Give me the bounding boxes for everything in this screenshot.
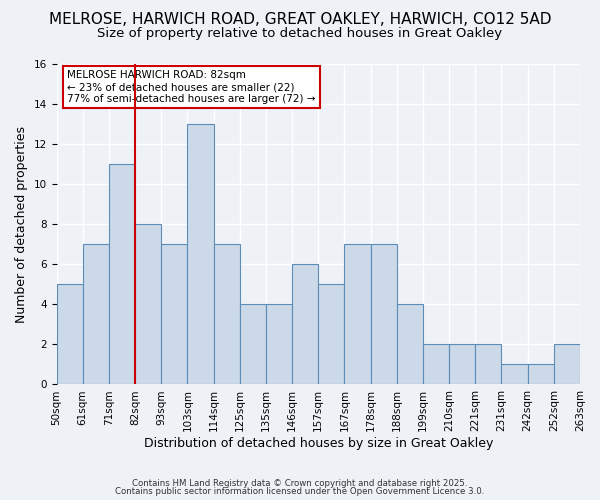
Bar <box>109 164 135 384</box>
Bar <box>475 344 502 385</box>
Bar <box>240 304 266 384</box>
Bar <box>527 364 554 384</box>
Text: MELROSE, HARWICH ROAD, GREAT OAKLEY, HARWICH, CO12 5AD: MELROSE, HARWICH ROAD, GREAT OAKLEY, HAR… <box>49 12 551 28</box>
Bar <box>161 244 187 384</box>
Y-axis label: Number of detached properties: Number of detached properties <box>15 126 28 322</box>
Bar <box>214 244 240 384</box>
Text: Size of property relative to detached houses in Great Oakley: Size of property relative to detached ho… <box>97 28 503 40</box>
X-axis label: Distribution of detached houses by size in Great Oakley: Distribution of detached houses by size … <box>143 437 493 450</box>
Bar <box>371 244 397 384</box>
Bar <box>56 284 83 384</box>
Bar <box>502 364 527 384</box>
Text: MELROSE HARWICH ROAD: 82sqm
← 23% of detached houses are smaller (22)
77% of sem: MELROSE HARWICH ROAD: 82sqm ← 23% of det… <box>67 70 316 104</box>
Bar <box>318 284 344 384</box>
Bar <box>554 344 580 385</box>
Bar <box>449 344 475 385</box>
Bar <box>83 244 109 384</box>
Text: Contains public sector information licensed under the Open Government Licence 3.: Contains public sector information licen… <box>115 487 485 496</box>
Bar <box>266 304 292 384</box>
Bar <box>187 124 214 384</box>
Text: Contains HM Land Registry data © Crown copyright and database right 2025.: Contains HM Land Registry data © Crown c… <box>132 478 468 488</box>
Bar <box>292 264 318 384</box>
Bar <box>423 344 449 385</box>
Bar <box>135 224 161 384</box>
Bar <box>397 304 423 384</box>
Bar <box>344 244 371 384</box>
